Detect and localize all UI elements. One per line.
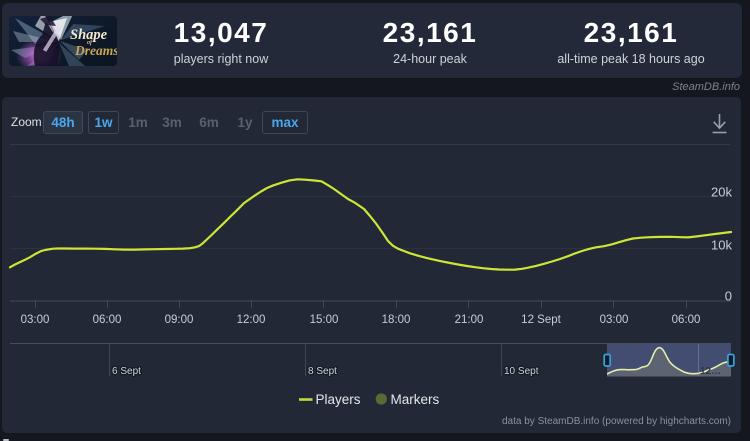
svg-text:Players: Players — [316, 392, 361, 407]
svg-text:Shape: Shape — [70, 27, 108, 43]
svg-text:12 Sept: 12 Sept — [521, 314, 561, 326]
svg-text:21:00: 21:00 — [455, 314, 484, 326]
svg-text:10 Sept: 10 Sept — [504, 366, 539, 377]
svg-text:6 Sept: 6 Sept — [112, 366, 141, 377]
svg-text:18:00: 18:00 — [382, 314, 411, 326]
svg-text:06:00: 06:00 — [672, 314, 701, 326]
svg-text:15:00: 15:00 — [310, 314, 339, 326]
svg-text:09:00: 09:00 — [165, 314, 194, 326]
svg-text:20k: 20k — [711, 185, 732, 200]
svg-text:03:00: 03:00 — [600, 314, 629, 326]
svg-text:Dreams: Dreams — [74, 43, 117, 58]
svg-text:03:00: 03:00 — [21, 314, 50, 326]
svg-text:8 Sept: 8 Sept — [308, 366, 337, 377]
svg-text:06:00: 06:00 — [93, 314, 122, 326]
svg-text:12:00: 12:00 — [237, 314, 266, 326]
svg-text:10k: 10k — [711, 238, 732, 253]
svg-text:12…: 12… — [700, 366, 721, 377]
svg-text:data by SteamDB.info (powered: data by SteamDB.info (powered by highcha… — [502, 416, 731, 427]
svg-text:of: of — [87, 40, 93, 46]
svg-text:0: 0 — [725, 289, 732, 304]
svg-text:Markers: Markers — [391, 392, 440, 407]
